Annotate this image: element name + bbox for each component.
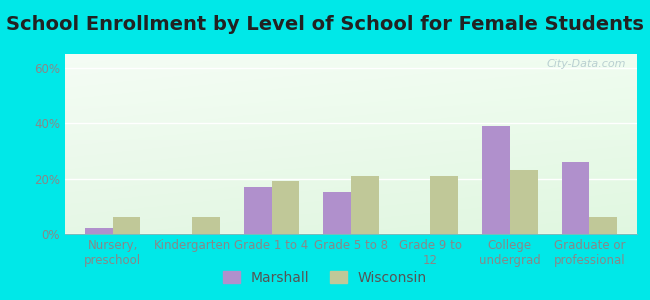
Bar [244,187,272,234]
Bar [192,218,220,234]
Bar [562,162,590,234]
Bar [430,176,458,234]
Bar [323,193,351,234]
Bar [482,126,510,234]
Bar [272,182,300,234]
Bar [112,218,140,234]
Legend: Marshall, Wisconsin: Marshall, Wisconsin [217,265,433,290]
Bar [85,229,112,234]
Bar [590,218,617,234]
Bar [351,176,379,234]
Text: City-Data.com: City-Data.com [546,59,625,69]
Text: School Enrollment by Level of School for Female Students: School Enrollment by Level of School for… [6,15,644,34]
Bar [510,170,538,234]
